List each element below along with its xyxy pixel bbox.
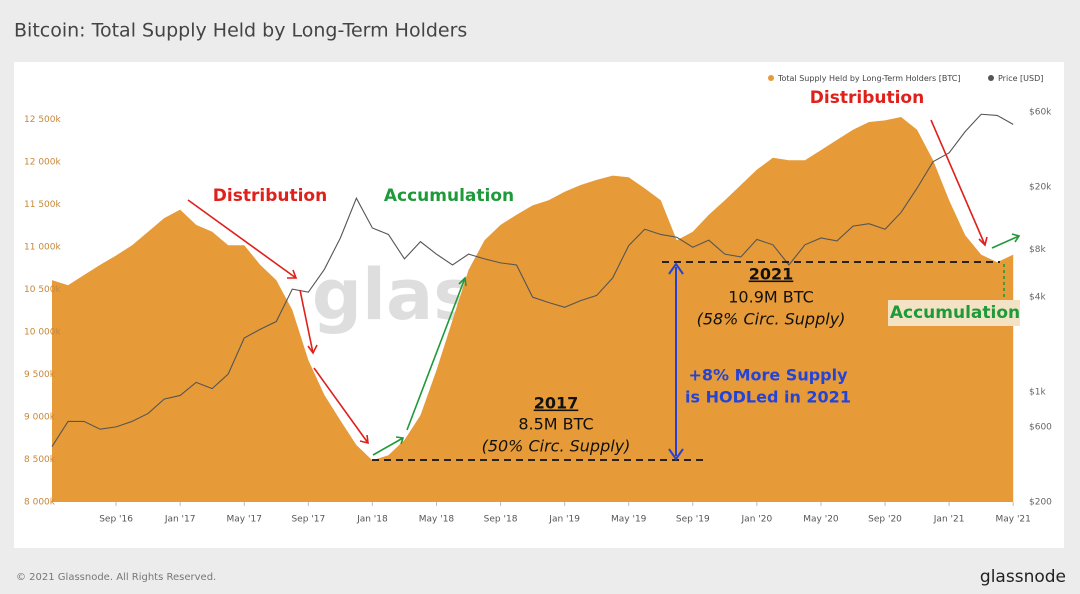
- y2-tick-label: $1k: [1029, 387, 1046, 397]
- annotation: 8.5M BTC: [518, 415, 593, 434]
- annotation-arrows: [187, 119, 1021, 461]
- y-tick-label: 8 000k: [24, 498, 56, 508]
- y-tick-label: 11 500k: [24, 200, 61, 210]
- x-tick-label: Jan '18: [356, 515, 388, 525]
- y2-tick-label: $60k: [1029, 107, 1052, 117]
- annotation: 2021: [749, 265, 794, 284]
- legend-label: Price [USD]: [998, 74, 1043, 83]
- x-tick-label: Jan '20: [741, 515, 773, 525]
- x-tick-label: May '21: [995, 515, 1030, 525]
- x-tick-label: Sep '20: [868, 515, 902, 525]
- y2-tick-label: $8k: [1029, 245, 1046, 255]
- y2-tick-label: $20k: [1029, 183, 1052, 193]
- y2-tick-label: $600: [1029, 422, 1052, 432]
- y-tick-label: 12 500k: [24, 115, 61, 125]
- supply-area: [52, 116, 1014, 502]
- legend-swatch: [988, 75, 994, 81]
- y-tick-label: 10 500k: [24, 285, 61, 295]
- y-tick-label: 8 500k: [24, 455, 56, 465]
- x-tick-label: Jan '19: [548, 515, 580, 525]
- y2-tick-label: $4k: [1029, 293, 1046, 303]
- annotation: +8% More Supply: [688, 366, 848, 385]
- annotation: Accumulation: [890, 303, 1020, 323]
- annotation: 2017: [534, 394, 579, 413]
- legend-label: Total Supply Held by Long-Term Holders […: [777, 74, 960, 83]
- annotation: is HODLed in 2021: [685, 388, 851, 407]
- annotation: Accumulation: [384, 186, 514, 206]
- x-tick-label: May '18: [419, 515, 455, 525]
- x-tick-label: May '20: [803, 515, 839, 525]
- y-tick-label: 9 500k: [24, 370, 56, 380]
- x-tick-label: Sep '19: [676, 515, 710, 525]
- legend-swatch: [768, 75, 774, 81]
- logo: glassnode: [980, 567, 1066, 587]
- x-tick-label: Sep '18: [484, 515, 518, 525]
- copyright: © 2021 Glassnode. All Rights Reserved.: [16, 572, 216, 583]
- annotation: 10.9M BTC: [728, 288, 814, 307]
- annotation: Distribution: [810, 88, 924, 108]
- x-tick-label: Jan '17: [164, 515, 196, 525]
- y-tick-label: 12 000k: [24, 158, 61, 168]
- annotation-box: [888, 300, 1020, 326]
- x-tick-label: May '17: [227, 515, 262, 525]
- annotation: Distribution: [213, 186, 327, 206]
- annotation: (58% Circ. Supply): [697, 310, 846, 329]
- plot: 8 000k 8 500k 9 000k 9 500k 10 000k 10 500k 11…: [24, 107, 1052, 524]
- annotation: (50% Circ. Supply): [482, 437, 631, 456]
- y-tick-label: 10 000k: [24, 328, 61, 338]
- x-tick-label: Sep '16: [99, 515, 133, 525]
- y-tick-label: 9 000k: [24, 413, 56, 423]
- x-tick-label: Jan '21: [933, 515, 965, 525]
- y-tick-label: 11 000k: [24, 243, 61, 253]
- x-tick-label: Sep '17: [291, 515, 325, 525]
- price-line: [51, 113, 1014, 447]
- y2-tick-label: $200: [1029, 498, 1052, 508]
- x-tick-label: May '19: [611, 515, 647, 525]
- chart-title: Bitcoin: Total Supply Held by Long-Term …: [14, 20, 467, 42]
